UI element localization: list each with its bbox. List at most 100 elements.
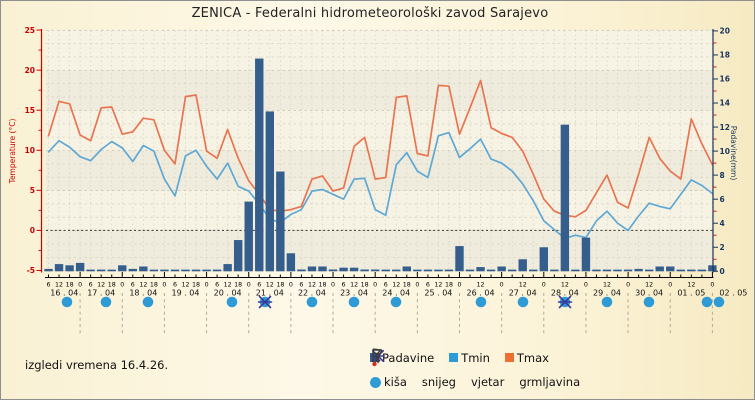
svg-text:0: 0 [584,282,588,289]
svg-text:6: 6 [384,282,388,289]
precip-bar [54,264,64,272]
svg-text:2: 2 [720,243,725,252]
svg-text:0: 0 [247,282,251,289]
svg-text:6: 6 [342,282,346,289]
rain-icon [517,296,529,308]
svg-text:02 . 05: 02 . 05 [719,289,747,298]
svg-text:0: 0 [162,282,166,289]
svg-text:6: 6 [46,282,50,289]
precip-bar [697,269,707,272]
svg-text:-5: -5 [27,266,35,275]
svg-text:20: 20 [720,27,730,36]
svg-text:12: 12 [97,282,105,289]
precip-bar [497,266,506,272]
precip-bar [602,269,612,272]
precip-bar [307,266,317,272]
legend-label: Tmin [461,350,490,365]
svg-text:01 . 05: 01 . 05 [677,289,705,298]
svg-text:0: 0 [373,282,377,289]
precip-bar [328,269,338,272]
snow-icon [371,349,385,363]
chart-legend: Padavine Tmin Tmax kiša snijeg vjetar grmljav… [370,348,595,393]
precip-bar [444,269,454,272]
precip-bar [455,246,464,272]
svg-text:19 . 04: 19 . 04 [171,289,199,298]
snow-icon [371,349,385,363]
rain-icon [306,296,318,308]
precip-bar [349,267,359,272]
rain-icon [475,296,487,308]
svg-text:12: 12 [519,282,527,289]
precip-bar [86,269,95,272]
legend-label: vjetar [470,375,505,389]
svg-text:12: 12 [350,282,358,289]
chart-title: ZENICA - Federalni hidrometeorološki zav… [191,6,549,21]
precip-bar [181,269,190,272]
legend-label: Tmax [516,350,549,365]
precip-bar [423,269,433,272]
precip-bar [381,269,390,272]
svg-text:16: 16 [720,75,730,84]
legend-item-snow-cross: snijeg [371,349,456,389]
svg-text:20: 20 [25,66,35,75]
svg-text:12: 12 [55,282,63,289]
precip-bar [96,269,106,272]
legend-item-wind-barb: vjetar [372,348,505,389]
precip-bar [507,269,517,272]
svg-text:20 . 04: 20 . 04 [214,289,242,298]
series-line-tmax [47,79,714,218]
svg-text:6: 6 [89,282,93,289]
legend-label: kiša [384,375,407,389]
svg-text:28 . 04: 28 . 04 [551,289,579,298]
legend-item-padavine: Padavine [370,351,434,365]
precip-bar [550,269,559,272]
snow-icon [257,295,273,309]
svg-text:4: 4 [720,219,725,228]
precip-bar [255,58,264,272]
svg-text:15: 15 [25,106,35,115]
svg-text:18: 18 [234,282,242,289]
tmax-swatch [504,353,514,362]
rain-icon [370,376,381,388]
precip-bar [476,267,485,272]
svg-text:12: 12 [434,282,442,289]
svg-text:12: 12 [308,282,316,289]
precip-bar [676,269,685,272]
svg-text:18: 18 [276,282,284,289]
precip-bar [402,266,411,272]
rain-icon [701,296,713,308]
precip-bar [160,269,169,272]
svg-text:10: 10 [25,146,35,155]
legend-label: snijeg [421,375,456,389]
precip-bar [560,124,570,272]
svg-text:0: 0 [668,282,672,289]
svg-text:18: 18 [361,282,369,289]
svg-text:0: 0 [120,282,124,289]
precip-bar [486,269,496,272]
precip-bar [318,266,327,272]
svg-text:18: 18 [445,282,453,289]
precip-bar [339,267,348,272]
svg-text:12: 12 [139,282,147,289]
svg-text:12: 12 [561,282,569,289]
svg-text:25: 25 [25,26,35,35]
precip-bar [223,264,232,272]
precip-bar [613,269,622,272]
legend-item-tmin: Tmin [449,351,490,365]
svg-text:18: 18 [108,282,116,289]
svg-text:18: 18 [66,282,74,289]
svg-text:0: 0 [710,282,714,289]
precip-bar [687,269,696,272]
svg-text:6: 6 [720,195,725,204]
svg-text:6: 6 [131,282,135,289]
precip-bar [370,269,380,272]
precip-bar [65,265,74,272]
rain-icon [61,296,73,308]
rain-icon [100,296,112,308]
legend-series-row: Padavine Tmin Tmax [370,348,595,367]
precip-bar [139,266,148,272]
svg-text:8: 8 [720,171,725,180]
svg-text:Padavine(mm): Padavine(mm) [729,126,738,181]
precip-bar [465,269,475,272]
